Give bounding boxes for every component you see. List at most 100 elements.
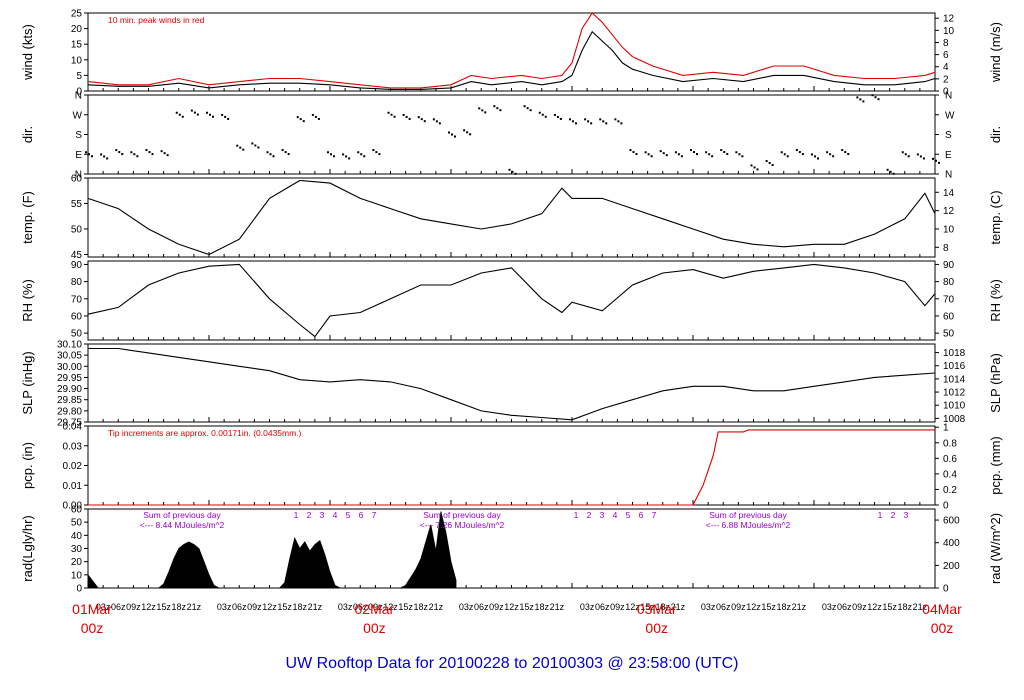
y-tick-label: 0.04 — [63, 422, 83, 433]
dir-point — [333, 155, 335, 158]
dir-point — [629, 149, 632, 152]
dir-point — [390, 113, 393, 116]
dir-point — [508, 168, 511, 171]
x-hour-label: 03z — [96, 602, 111, 612]
dir-point — [647, 153, 650, 156]
dir-point — [493, 105, 496, 108]
dir-point — [227, 117, 230, 120]
x-hour-label: 21z — [187, 602, 202, 612]
y-tick-label: S — [75, 130, 82, 141]
dir-point — [511, 170, 514, 173]
x-day-label: 03Mar — [637, 601, 677, 617]
dir-point — [901, 151, 904, 154]
dir-point — [614, 118, 617, 121]
dir-point — [817, 157, 819, 160]
dir-point — [575, 122, 577, 125]
right-y-tick-label: 12 — [943, 14, 955, 25]
dir-point — [708, 153, 711, 156]
x-hour-label: 06z — [716, 602, 731, 612]
dir-point — [178, 113, 181, 116]
dir-point — [103, 155, 106, 158]
rad-hour-mark: 2 — [307, 510, 312, 520]
dir-point — [405, 115, 408, 118]
panel-frame — [87, 12, 936, 92]
x-day-hour-label: 00z — [363, 620, 386, 636]
x-hour-label: 03z — [338, 602, 353, 612]
panel-temp: 45 50 55 60 8 10 12 14 temp. (F) temp. (C) — [20, 174, 1003, 261]
dir-point — [874, 96, 877, 99]
x-hour-label: 15z — [640, 602, 655, 612]
dir-point — [602, 120, 605, 123]
dir-point — [314, 115, 317, 118]
x-hour-label: 21z — [308, 602, 323, 612]
dir-point — [514, 172, 517, 175]
dir-point — [605, 122, 608, 125]
dir-point — [795, 149, 798, 152]
y-tick-label: 50 — [71, 518, 83, 529]
dir-point — [317, 117, 320, 120]
x-hour-label: 15z — [398, 602, 413, 612]
dir-point — [236, 144, 239, 147]
x-hour-label: 12z — [262, 602, 277, 612]
dir-point — [856, 96, 859, 99]
dir-point — [650, 155, 653, 158]
y-tick-label: 25 — [71, 9, 83, 20]
rad-hour-mark: 5 — [626, 510, 631, 520]
dir-point — [723, 151, 726, 154]
dir-point — [175, 111, 178, 114]
dir-point — [463, 129, 466, 132]
right-y-tick-label: 1012 — [943, 388, 966, 399]
x-hour-label: 12z — [625, 602, 640, 612]
dir-point — [711, 155, 714, 158]
dir-point — [814, 155, 816, 158]
dir-point — [541, 113, 544, 116]
y-tick-label: 20 — [71, 24, 83, 35]
x-hour-label: 18z — [776, 602, 791, 612]
panel-annotation: Tip increments are approx. 0.00171in. (0… — [108, 428, 302, 438]
dir-point — [677, 153, 680, 156]
dir-point — [496, 107, 499, 110]
panel-annotation: 10 min. peak winds in red — [108, 15, 205, 25]
panel-slp: 29.7529.8029.8529.9029.9530.0030.0530.10… — [20, 340, 1003, 429]
x-hour-label: 15z — [156, 602, 171, 612]
rad-hour-mark: 5 — [346, 510, 351, 520]
series-pcp-0 — [88, 429, 935, 506]
y-tick-label: 15 — [71, 40, 83, 51]
dir-point — [166, 154, 169, 157]
dir-point — [780, 151, 783, 154]
dir-point — [801, 153, 804, 156]
x-hour-label: 09z — [247, 602, 262, 612]
dir-point — [257, 146, 260, 149]
y-tick-label: 0.01 — [63, 481, 83, 492]
y-axis-label: SLP (inHg) — [20, 351, 35, 414]
rad-hour-mark: 7 — [372, 510, 377, 520]
dir-point — [720, 149, 723, 152]
y-tick-label: 29.80 — [57, 406, 82, 417]
page-title: UW Rooftop Data for 20100228 to 20100303… — [286, 655, 739, 672]
x-hour-label: 18z — [534, 602, 549, 612]
x-day-hour-label: 00z — [81, 620, 104, 636]
dir-point — [617, 120, 620, 123]
right-y-tick-label: 0.6 — [943, 454, 957, 465]
series-slp-0 — [88, 347, 936, 421]
y-tick-label: 29.75 — [57, 418, 82, 429]
x-day-hour-label: 00z — [645, 620, 668, 636]
x-axis: 03z 06z 09z 12z 15z 18z 21z 03z 06z 09z 12z 15z 18z 2… — [72, 601, 962, 636]
dir-point — [599, 118, 602, 121]
dir-point — [448, 131, 450, 134]
dir-point — [662, 152, 665, 155]
x-hour-label: 03z — [701, 602, 716, 612]
dir-point — [196, 113, 199, 116]
dir-point — [224, 115, 227, 118]
y-tick-label: 20 — [71, 557, 83, 568]
right-y-tick-label: N — [945, 91, 952, 102]
y-tick-label: 29.85 — [57, 395, 82, 406]
right-y-tick-label: 70 — [943, 294, 955, 305]
dir-point — [239, 146, 242, 149]
dir-point — [584, 118, 587, 121]
dir-point — [768, 162, 771, 165]
dir-point — [907, 155, 910, 158]
right-y-tick-label: N — [945, 170, 952, 181]
